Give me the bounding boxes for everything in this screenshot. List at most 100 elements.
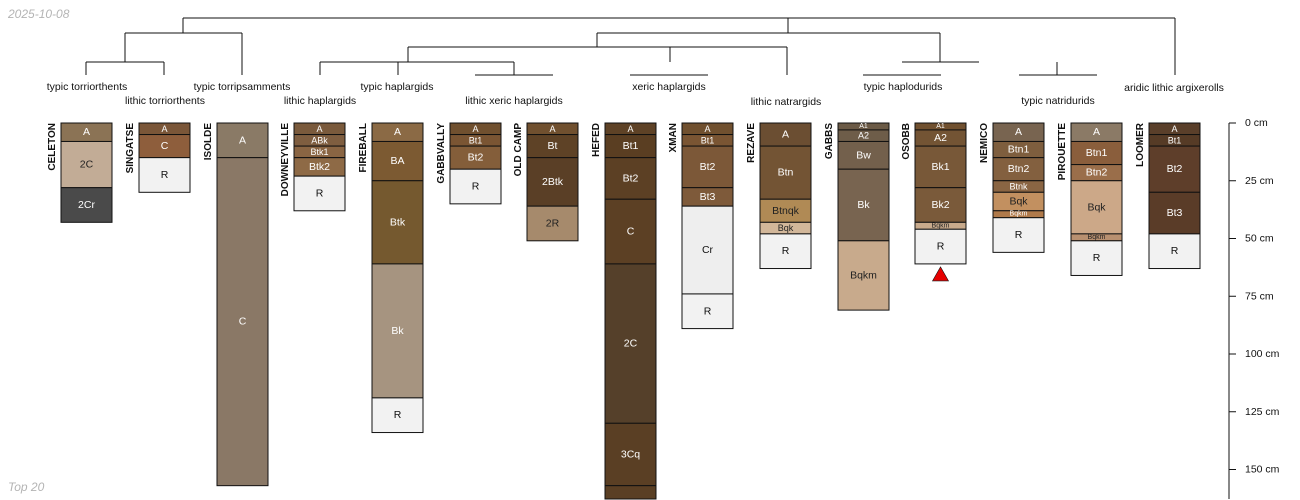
depth-tick-label: 0 cm <box>1245 117 1268 129</box>
horizon-label-bt1: Bt1 <box>701 135 715 145</box>
horizon-label-r: R <box>782 245 790 257</box>
horizon-label-2cr: 2Cr <box>78 199 95 211</box>
horizon-r <box>992 217 1045 253</box>
horizon-label-r: R <box>704 305 712 317</box>
horizon-label-bt2: Bt2 <box>1167 163 1183 175</box>
horizon-label-bt3: Bt3 <box>1167 207 1183 219</box>
horizon-label-a: A <box>704 124 711 134</box>
depth-tick-label: 25 cm <box>1245 175 1274 187</box>
horizon-r <box>681 293 734 330</box>
profile-name-hefed: HEFED <box>591 123 602 157</box>
horizon-bqk <box>1070 180 1123 235</box>
horizon-label-a1: A1 <box>859 123 868 130</box>
taxon-label-lithic-haplargids: lithic haplargids <box>284 95 356 107</box>
horizon-label-bk: Bk <box>391 325 404 337</box>
horizon-label-btnqk: Btnqk <box>772 205 800 217</box>
horizon-bk1 <box>914 145 967 189</box>
horizon-label-2r: 2R <box>546 217 560 229</box>
horizon-label-a: A <box>1015 126 1022 138</box>
profile-name-downeyville: DOWNEYVILLE <box>280 123 291 197</box>
horizon-label-2c: 2C <box>624 338 638 350</box>
profile-pirouette: PIROUETTE A Btn1 Btn2 Bqk Bqkm R <box>1057 122 1123 276</box>
horizon-cr <box>681 205 734 295</box>
horizon-label-bt2: Bt2 <box>623 172 639 184</box>
profile-name-gabbs: GABBS <box>824 123 835 159</box>
taxon-label-typic-haplodurids: typic haplodurids <box>864 81 943 93</box>
profile-hefed: HEFED A Bt1 Bt2 C 2C 3Cq <box>591 122 657 500</box>
profile-name-gabbvally: GABBVALLY <box>436 123 447 184</box>
horizon-label-bqkm: Bqkm <box>1010 211 1028 218</box>
profile-celeton: CELETON A 2C 2Cr <box>47 122 113 223</box>
dendrogram <box>85 17 1176 76</box>
taxon-label-typic-natridurids: typic natridurids <box>1021 95 1095 107</box>
taxon-label-lithic-xeric-haplargids: lithic xeric haplargids <box>465 95 562 107</box>
profile-rezave: REZAVE A Btn Btnqk Bqk R <box>746 122 812 270</box>
horizon-label-bqkm: Bqkm <box>850 269 877 281</box>
horizon-label-a2: A2 <box>858 131 869 141</box>
horizon-label-bw: Bw <box>856 149 871 161</box>
taxon-label-lithic-torriorthents: lithic torriorthents <box>125 95 205 107</box>
profile-name-pirouette: PIROUETTE <box>1057 123 1068 181</box>
horizon-label-bk: Bk <box>857 199 870 211</box>
taxon-label-typic-torripsamments: typic torripsamments <box>194 81 291 93</box>
horizon-2c <box>60 140 113 189</box>
horizon-label-c: C <box>161 140 169 152</box>
depth-tick-label: 100 cm <box>1245 348 1280 360</box>
horizon-label-btn1: Btn1 <box>1086 147 1108 159</box>
horizon-label-a: A <box>627 124 634 134</box>
horizon-label-bqk: Bqk <box>1009 196 1028 208</box>
depth-tick-label: 150 cm <box>1245 464 1280 476</box>
horizon-label-a2: A2 <box>934 132 947 144</box>
footer-note: Top 20 <box>8 480 45 494</box>
horizon-bw <box>837 140 890 170</box>
horizon-unlabeled <box>604 485 657 500</box>
horizon-r <box>371 397 424 434</box>
horizon-label-btk2: Btk2 <box>309 161 330 173</box>
taxon-label-typic-haplargids: typic haplargids <box>361 81 434 93</box>
horizon-label-a: A <box>472 124 479 134</box>
taxon-label-aridic-lithic-argixerolls: aridic lithic argixerolls <box>1124 82 1224 94</box>
horizon-bk <box>371 263 424 399</box>
horizon-label-a: A <box>1171 124 1178 134</box>
profile-name-celeton: CELETON <box>47 123 58 171</box>
horizon-label-bt2: Bt2 <box>468 152 484 164</box>
horizon-label-2btk: 2Btk <box>542 176 564 188</box>
horizon-label-a: A <box>316 124 323 134</box>
horizon-btn <box>759 145 812 200</box>
horizon-r <box>293 175 346 212</box>
horizon-label-bt: Bt <box>548 140 558 152</box>
horizon-label-bk1: Bk1 <box>931 161 949 173</box>
horizon-label-r: R <box>161 169 169 181</box>
profile-name-rezave: REZAVE <box>746 123 757 163</box>
horizon-label-abk: ABk <box>311 135 328 145</box>
horizon-label-c: C <box>627 226 635 238</box>
horizon-label-r: R <box>316 187 324 199</box>
horizon-bt3 <box>1148 191 1201 235</box>
horizon-label-r: R <box>1015 229 1023 241</box>
horizon-label-r: R <box>937 241 945 253</box>
taxon-label-lithic-natrargids: lithic natrargids <box>751 96 822 108</box>
horizon-label-a: A <box>1093 126 1100 138</box>
profile-name-xman: XMAN <box>668 123 679 152</box>
profile-osobb: OSOBB A1 A2 Bk1 Bk2 Bqkm R <box>901 122 967 265</box>
horizon-label-a1: A1 <box>936 123 945 130</box>
horizon-r <box>759 233 812 270</box>
horizon-label-bt1: Bt1 <box>1168 135 1182 145</box>
horizon-label-bqk: Bqk <box>778 223 794 233</box>
horizon-label-btn: Btn <box>778 167 794 179</box>
horizon-label-btnk: Btnk <box>1009 182 1028 192</box>
horizon-a <box>216 122 269 159</box>
horizon-label-bt3: Bt3 <box>700 191 716 203</box>
profile-old-camp: OLD CAMP A Bt 2Btk 2R <box>513 122 579 242</box>
horizon-r <box>449 168 502 205</box>
horizon-label-a: A <box>239 134 246 146</box>
horizon-label-bqk: Bqk <box>1087 201 1106 213</box>
profile-name-fireball: FIREBALL <box>358 123 369 172</box>
horizon-label-2c: 2C <box>80 159 94 171</box>
horizon-label-c: C <box>239 316 247 328</box>
profile-singatse: SINGATSE AC R <box>125 122 191 193</box>
